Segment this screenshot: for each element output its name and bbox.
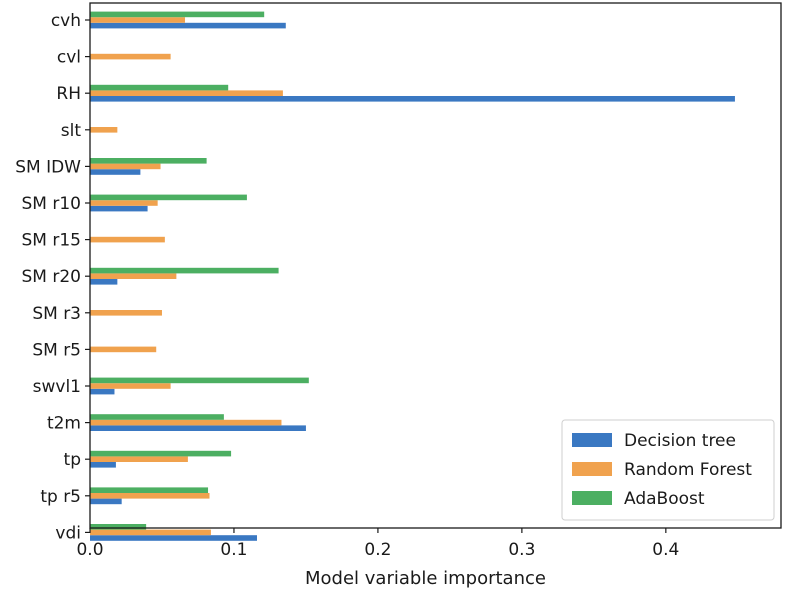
legend-swatch-adaboost: [572, 491, 612, 505]
y-tick-label: tp r5: [40, 487, 81, 507]
bar-random-forest-sm-r3: [90, 310, 162, 316]
bar-random-forest-sm-r5: [90, 346, 157, 353]
plot-frame: [89, 2, 782, 529]
y-tick-label: vdi: [55, 523, 81, 543]
bar-adaboost-tp-r5: [90, 487, 209, 493]
bar-random-forest-t2m: [90, 419, 282, 426]
bar-random-forest-sm-r15: [90, 236, 165, 243]
y-tick-label: SM r15: [22, 231, 81, 251]
bar-adaboost-t2m: [90, 414, 224, 420]
y-tick-label: cvh: [51, 11, 81, 31]
x-tick-label: 0.2: [364, 540, 391, 560]
legend-label-random-forest: Random Forest: [624, 460, 752, 480]
y-tick-label: SM IDW: [15, 157, 81, 177]
y-tick-label: SM r20: [22, 267, 81, 287]
bar-adaboost-sm-r10: [90, 194, 247, 201]
legend-swatch-random-forest: [572, 462, 612, 476]
y-tick-label: slt: [61, 121, 82, 141]
legend: Decision tree Random Forest AdaBoost: [561, 419, 775, 521]
x-tick-label: 0.3: [508, 540, 535, 560]
y-tick-label: cvl: [57, 48, 81, 68]
bar-decision-tree-sm-r10: [90, 205, 148, 212]
bar-decision-tree-sm-r20: [90, 279, 118, 285]
bar-adaboost-vdi: [90, 524, 147, 530]
bar-random-forest-vdi: [90, 529, 211, 536]
x-axis-label: Model variable importance: [305, 568, 546, 589]
bar-adaboost-tp: [90, 450, 232, 457]
bar-decision-tree-tp-r5: [90, 498, 122, 505]
bar-random-forest-sm-r10: [90, 200, 158, 206]
bar-decision-tree-swvl1: [90, 388, 115, 395]
y-tick-label: t2m: [47, 414, 81, 434]
bar-adaboost-sm-idw: [90, 158, 207, 164]
legend-label-adaboost: AdaBoost: [624, 489, 705, 509]
y-tick-label: SM r3: [32, 304, 81, 324]
bars-layer: [90, 11, 735, 541]
y-tick-label: swvl1: [33, 377, 81, 397]
bar-random-forest-sm-r20: [90, 273, 177, 279]
bar-random-forest-tp-r5: [90, 493, 210, 499]
y-tick-label: RH: [56, 84, 81, 104]
x-axis-ticks: 0.0 0.1 0.2 0.3 0.4: [76, 528, 679, 560]
bar-random-forest-tp: [90, 456, 188, 462]
y-axis-ticks: cvh cvl RH slt SM IDW SM r10 SM r15 SM r20 SM r3…: [15, 11, 90, 543]
bar-decision-tree-sm-idw: [90, 169, 141, 175]
bar-random-forest-cvh: [90, 17, 186, 23]
y-tick-label: tp: [64, 450, 81, 470]
bar-random-forest-swvl1: [90, 383, 171, 389]
bar-decision-tree-vdi: [90, 535, 257, 541]
x-tick-label: 0.4: [652, 540, 679, 560]
legend-label-decision-tree: Decision tree: [624, 431, 736, 451]
bar-random-forest-sm-idw: [90, 163, 161, 170]
legend-swatch-decision-tree: [572, 433, 612, 447]
y-tick-label: SM r10: [22, 194, 81, 214]
bar-decision-tree-cvh: [90, 22, 286, 29]
bar-random-forest-slt: [90, 127, 118, 133]
x-tick-label: 0.1: [220, 540, 247, 560]
bar-random-forest-rh: [90, 90, 283, 96]
bar-adaboost-cvh: [90, 11, 265, 18]
bar-random-forest-cvl: [90, 53, 171, 60]
bar-adaboost-rh: [90, 84, 229, 91]
bar-decision-tree-tp: [90, 462, 116, 468]
y-tick-label: SM r5: [32, 340, 81, 360]
bar-adaboost-sm-r20: [90, 267, 279, 274]
x-tick-label: 0.0: [76, 540, 103, 560]
legend-box: [561, 419, 775, 521]
bar-decision-tree-rh: [90, 96, 735, 102]
bar-adaboost-swvl1: [90, 377, 309, 384]
bar-decision-tree-t2m: [90, 425, 306, 431]
